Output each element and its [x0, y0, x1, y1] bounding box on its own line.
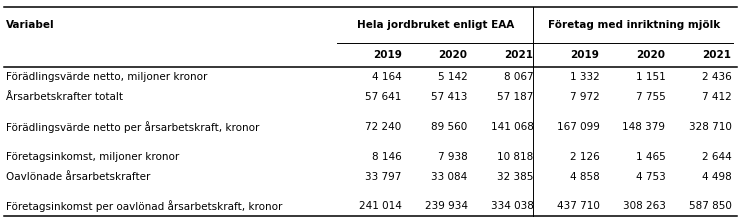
Text: 4 753: 4 753: [635, 172, 666, 182]
Text: 2 644: 2 644: [702, 152, 731, 162]
Text: 141 068: 141 068: [491, 122, 534, 132]
Text: 2019: 2019: [373, 50, 401, 60]
Text: 7 412: 7 412: [702, 92, 731, 102]
Text: 4 858: 4 858: [570, 172, 599, 182]
Text: 7 972: 7 972: [570, 92, 599, 102]
Text: 32 385: 32 385: [497, 172, 534, 182]
Text: Företagsinkomst, miljoner kronor: Företagsinkomst, miljoner kronor: [6, 152, 179, 162]
Text: 2020: 2020: [636, 50, 666, 60]
Text: 8 067: 8 067: [504, 72, 534, 83]
Text: 437 710: 437 710: [556, 201, 599, 211]
Text: 57 641: 57 641: [365, 92, 401, 102]
Text: 57 413: 57 413: [431, 92, 468, 102]
Text: 2 436: 2 436: [702, 72, 731, 83]
Text: 33 084: 33 084: [431, 172, 468, 182]
Text: Oavlönade årsarbetskrafter: Oavlönade årsarbetskrafter: [6, 172, 151, 182]
Text: 167 099: 167 099: [556, 122, 599, 132]
Text: 334 038: 334 038: [491, 201, 534, 211]
Text: 2021: 2021: [703, 50, 731, 60]
Text: 4 164: 4 164: [372, 72, 401, 83]
Text: 57 187: 57 187: [497, 92, 534, 102]
Text: 7 938: 7 938: [438, 152, 468, 162]
Text: Företagsinkomst per oavlönad årsarbetskraft, kronor: Företagsinkomst per oavlönad årsarbetskr…: [6, 200, 282, 212]
Text: 8 146: 8 146: [372, 152, 401, 162]
Text: 2 126: 2 126: [570, 152, 599, 162]
Text: Förädlingsvärde netto, miljoner kronor: Förädlingsvärde netto, miljoner kronor: [6, 72, 207, 83]
Text: Förädlingsvärde netto per årsarbetskraft, kronor: Förädlingsvärde netto per årsarbetskraft…: [6, 121, 259, 133]
Text: 308 263: 308 263: [623, 201, 666, 211]
Text: 10 818: 10 818: [497, 152, 534, 162]
Text: 587 850: 587 850: [689, 201, 731, 211]
Text: 2019: 2019: [570, 50, 599, 60]
Text: 239 934: 239 934: [424, 201, 468, 211]
Text: Hela jordbruket enligt EAA: Hela jordbruket enligt EAA: [357, 20, 514, 30]
Text: 89 560: 89 560: [431, 122, 468, 132]
Text: 2021: 2021: [505, 50, 534, 60]
Text: Företag med inriktning mjölk: Företag med inriktning mjölk: [548, 20, 720, 30]
Text: 72 240: 72 240: [365, 122, 401, 132]
Text: 33 797: 33 797: [365, 172, 401, 182]
Text: 1 465: 1 465: [635, 152, 666, 162]
Text: 241 014: 241 014: [359, 201, 401, 211]
Text: 2020: 2020: [438, 50, 468, 60]
Text: Årsarbetskrafter totalt: Årsarbetskrafter totalt: [6, 92, 123, 102]
Text: 328 710: 328 710: [689, 122, 731, 132]
Text: 5 142: 5 142: [438, 72, 468, 83]
Text: 1 151: 1 151: [635, 72, 666, 83]
Text: 7 755: 7 755: [635, 92, 666, 102]
Text: 4 498: 4 498: [702, 172, 731, 182]
Text: 1 332: 1 332: [570, 72, 599, 83]
Text: 148 379: 148 379: [622, 122, 666, 132]
Text: Variabel: Variabel: [6, 20, 55, 30]
